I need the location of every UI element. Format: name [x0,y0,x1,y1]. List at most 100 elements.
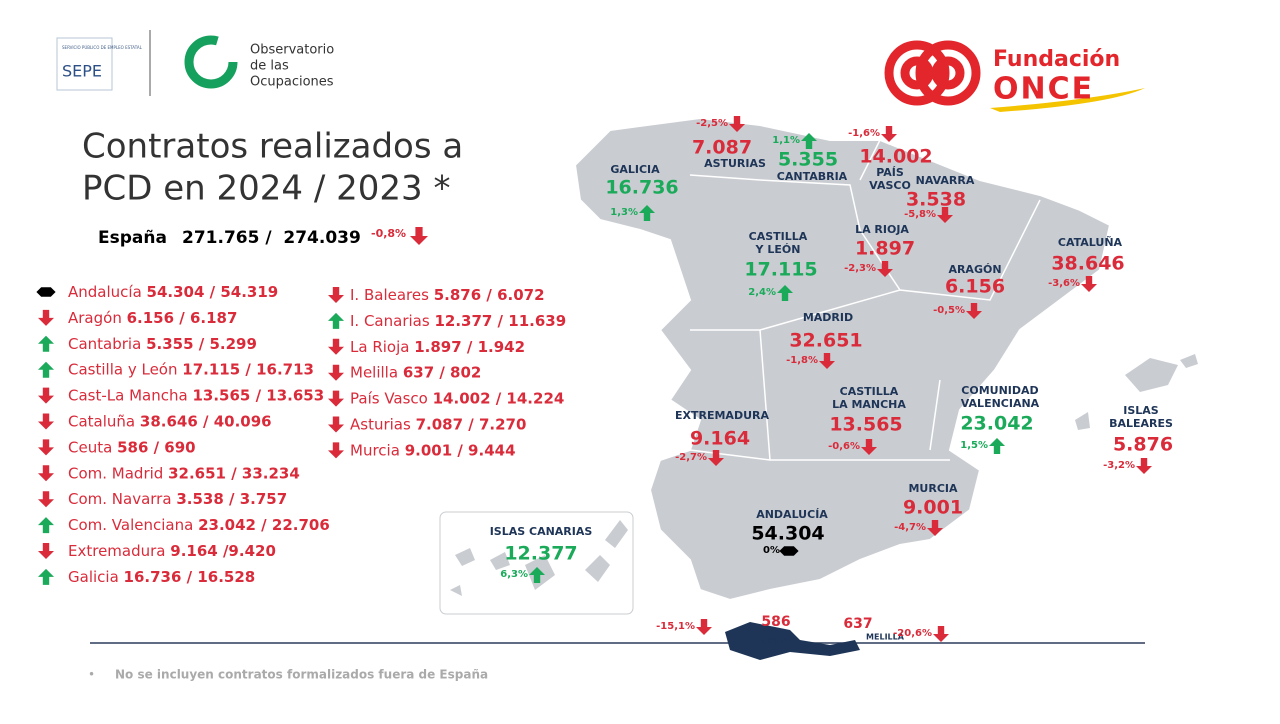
region-name: Aragón [68,308,122,326]
region-values: 3.538 / 3.757 [176,490,287,508]
observatorio-text: de las [250,59,289,74]
trend-down [410,227,428,245]
region-name: Asturias [350,415,411,433]
map-region-name: ANDALUCÍA [756,508,828,521]
map-region-value: 1.897 [855,238,915,260]
region-name: Ceuta [68,438,112,456]
trend-up [38,568,54,585]
map-region-name: GALICIA [610,163,660,176]
map-region-value: 54.304 [751,523,824,545]
list-item: Com. Navarra 3.538 / 3.757 [68,490,287,508]
map-region-name: CASTILLA [840,385,899,398]
map-region-change: -0,6% [828,441,860,452]
map-region-value: 17.115 [744,259,817,281]
map-region-name: CEUTA [762,637,792,646]
trend-down [933,626,949,642]
list-item: La Rioja 1.897 / 1.942 [350,337,525,355]
map-region-change: -20,6% [893,628,932,639]
map-region-change: -4,7% [894,522,926,533]
trend-up [38,361,54,378]
map-region-name: EXTREMADURA [675,409,769,422]
list-item: Aragón 6.156 / 6.187 [68,308,237,326]
map-region-change: 1,5% [960,440,988,451]
map-region-change: -5,8% [904,209,936,220]
region-values: 9.164 /9.420 [170,542,276,560]
trend-down [38,439,54,456]
map-region-value: 586 [761,614,790,630]
map-region-change: -1,8% [786,355,818,366]
map-region-name: LA RIOJA [855,223,909,236]
trend-down [38,491,54,508]
trend-flat [36,287,56,297]
region-values: 54.304 / 54.319 [147,283,279,301]
region-name: Galicia [68,567,119,585]
fundacion-text: Fundación [993,47,1120,72]
region-values: 9.001 / 9.444 [405,441,516,459]
list-item: Extremadura 9.164 /9.420 [68,542,276,560]
region-values: 586 / 690 [117,438,196,456]
region-values: 14.002 / 14.224 [433,389,565,407]
map-region-value: 9.001 [903,497,963,519]
map-region-change: -3,2% [1103,460,1135,471]
region-name: Com. Navarra [68,490,172,508]
map-region-name: ARAGÓN [948,263,1001,276]
trend-down [38,465,54,482]
trend-down [38,543,54,559]
spain-label: España [98,228,167,248]
trend-up [38,335,54,352]
map-region-name: COMUNIDAD [961,384,1038,397]
map-region-name: MADRID [803,311,853,324]
map-region-name: PAÍS [876,166,904,179]
spain-values: 271.765 / 274.039 [182,228,361,248]
trend-up [529,567,545,583]
sepe-caption: SERVICIO PÚBLICO DE EMPLEO ESTATAL [62,45,143,50]
region-name: Cast-La Mancha [68,386,188,404]
trend-up [639,205,655,221]
trend-down [937,207,953,223]
trend-up [801,133,817,149]
list-item: País Vasco 14.002 / 14.224 [350,389,564,407]
map-region-name: ISLAS [1123,404,1159,417]
trend-up [328,312,344,329]
region-values: 12.377 / 11.639 [434,311,566,329]
bullet: • [88,668,95,682]
map-region-value: 5.876 [1113,434,1173,456]
map-region-value: 38.646 [1051,253,1124,275]
map-region-name: ISLAS CANARIAS [490,525,593,538]
map-region-value: 13.565 [829,414,902,436]
trend-down [38,309,54,326]
list-item: Galicia 16.736 / 16.528 [68,567,255,585]
region-values: 5.876 / 6.072 [434,286,545,304]
map-region-value: 7.087 [692,137,752,159]
list-item: Ceuta 586 / 690 [68,438,196,456]
map-region-change: -2,7% [675,452,707,463]
map-region-name: CATALUÑA [1058,236,1123,249]
list-item: Castilla y León 17.115 / 16.713 [68,360,314,378]
map-region-name: Y LEÓN [755,243,801,256]
map-region-name: MURCIA [908,482,958,495]
trend-down [328,390,344,407]
map-region-name: VALENCIANA [961,397,1040,410]
list-item: Cataluña 38.646 / 40.096 [68,412,272,430]
list-item: I. Baleares 5.876 / 6.072 [350,286,545,304]
map-region-change: 0% [763,545,780,556]
list-item: Cast-La Mancha 13.565 / 13.653 [68,386,324,404]
observatorio-text: Observatorio [250,43,334,58]
map-region-name: LA MANCHA [832,398,906,411]
map-region-change: -15,1% [656,621,695,632]
map-region-value: 14.002 [859,146,932,168]
footnote: No se incluyen contratos formalizados fu… [115,668,488,682]
region-values: 13.565 / 13.653 [192,386,324,404]
title: PCD en 2024 / 2023 * [82,169,450,209]
map-region-change: -2,3% [844,263,876,274]
region-name: Com. Madrid [68,464,163,482]
map-region-value: 9.164 [690,428,750,450]
trend-down [696,619,712,635]
list-item: Murcia 9.001 / 9.444 [350,441,516,459]
map-region-change: 1,3% [610,207,638,218]
map-region-value: 32.651 [789,330,862,352]
region-name: País Vasco [350,389,428,407]
trend-down [881,126,897,142]
trend-down [328,416,344,433]
